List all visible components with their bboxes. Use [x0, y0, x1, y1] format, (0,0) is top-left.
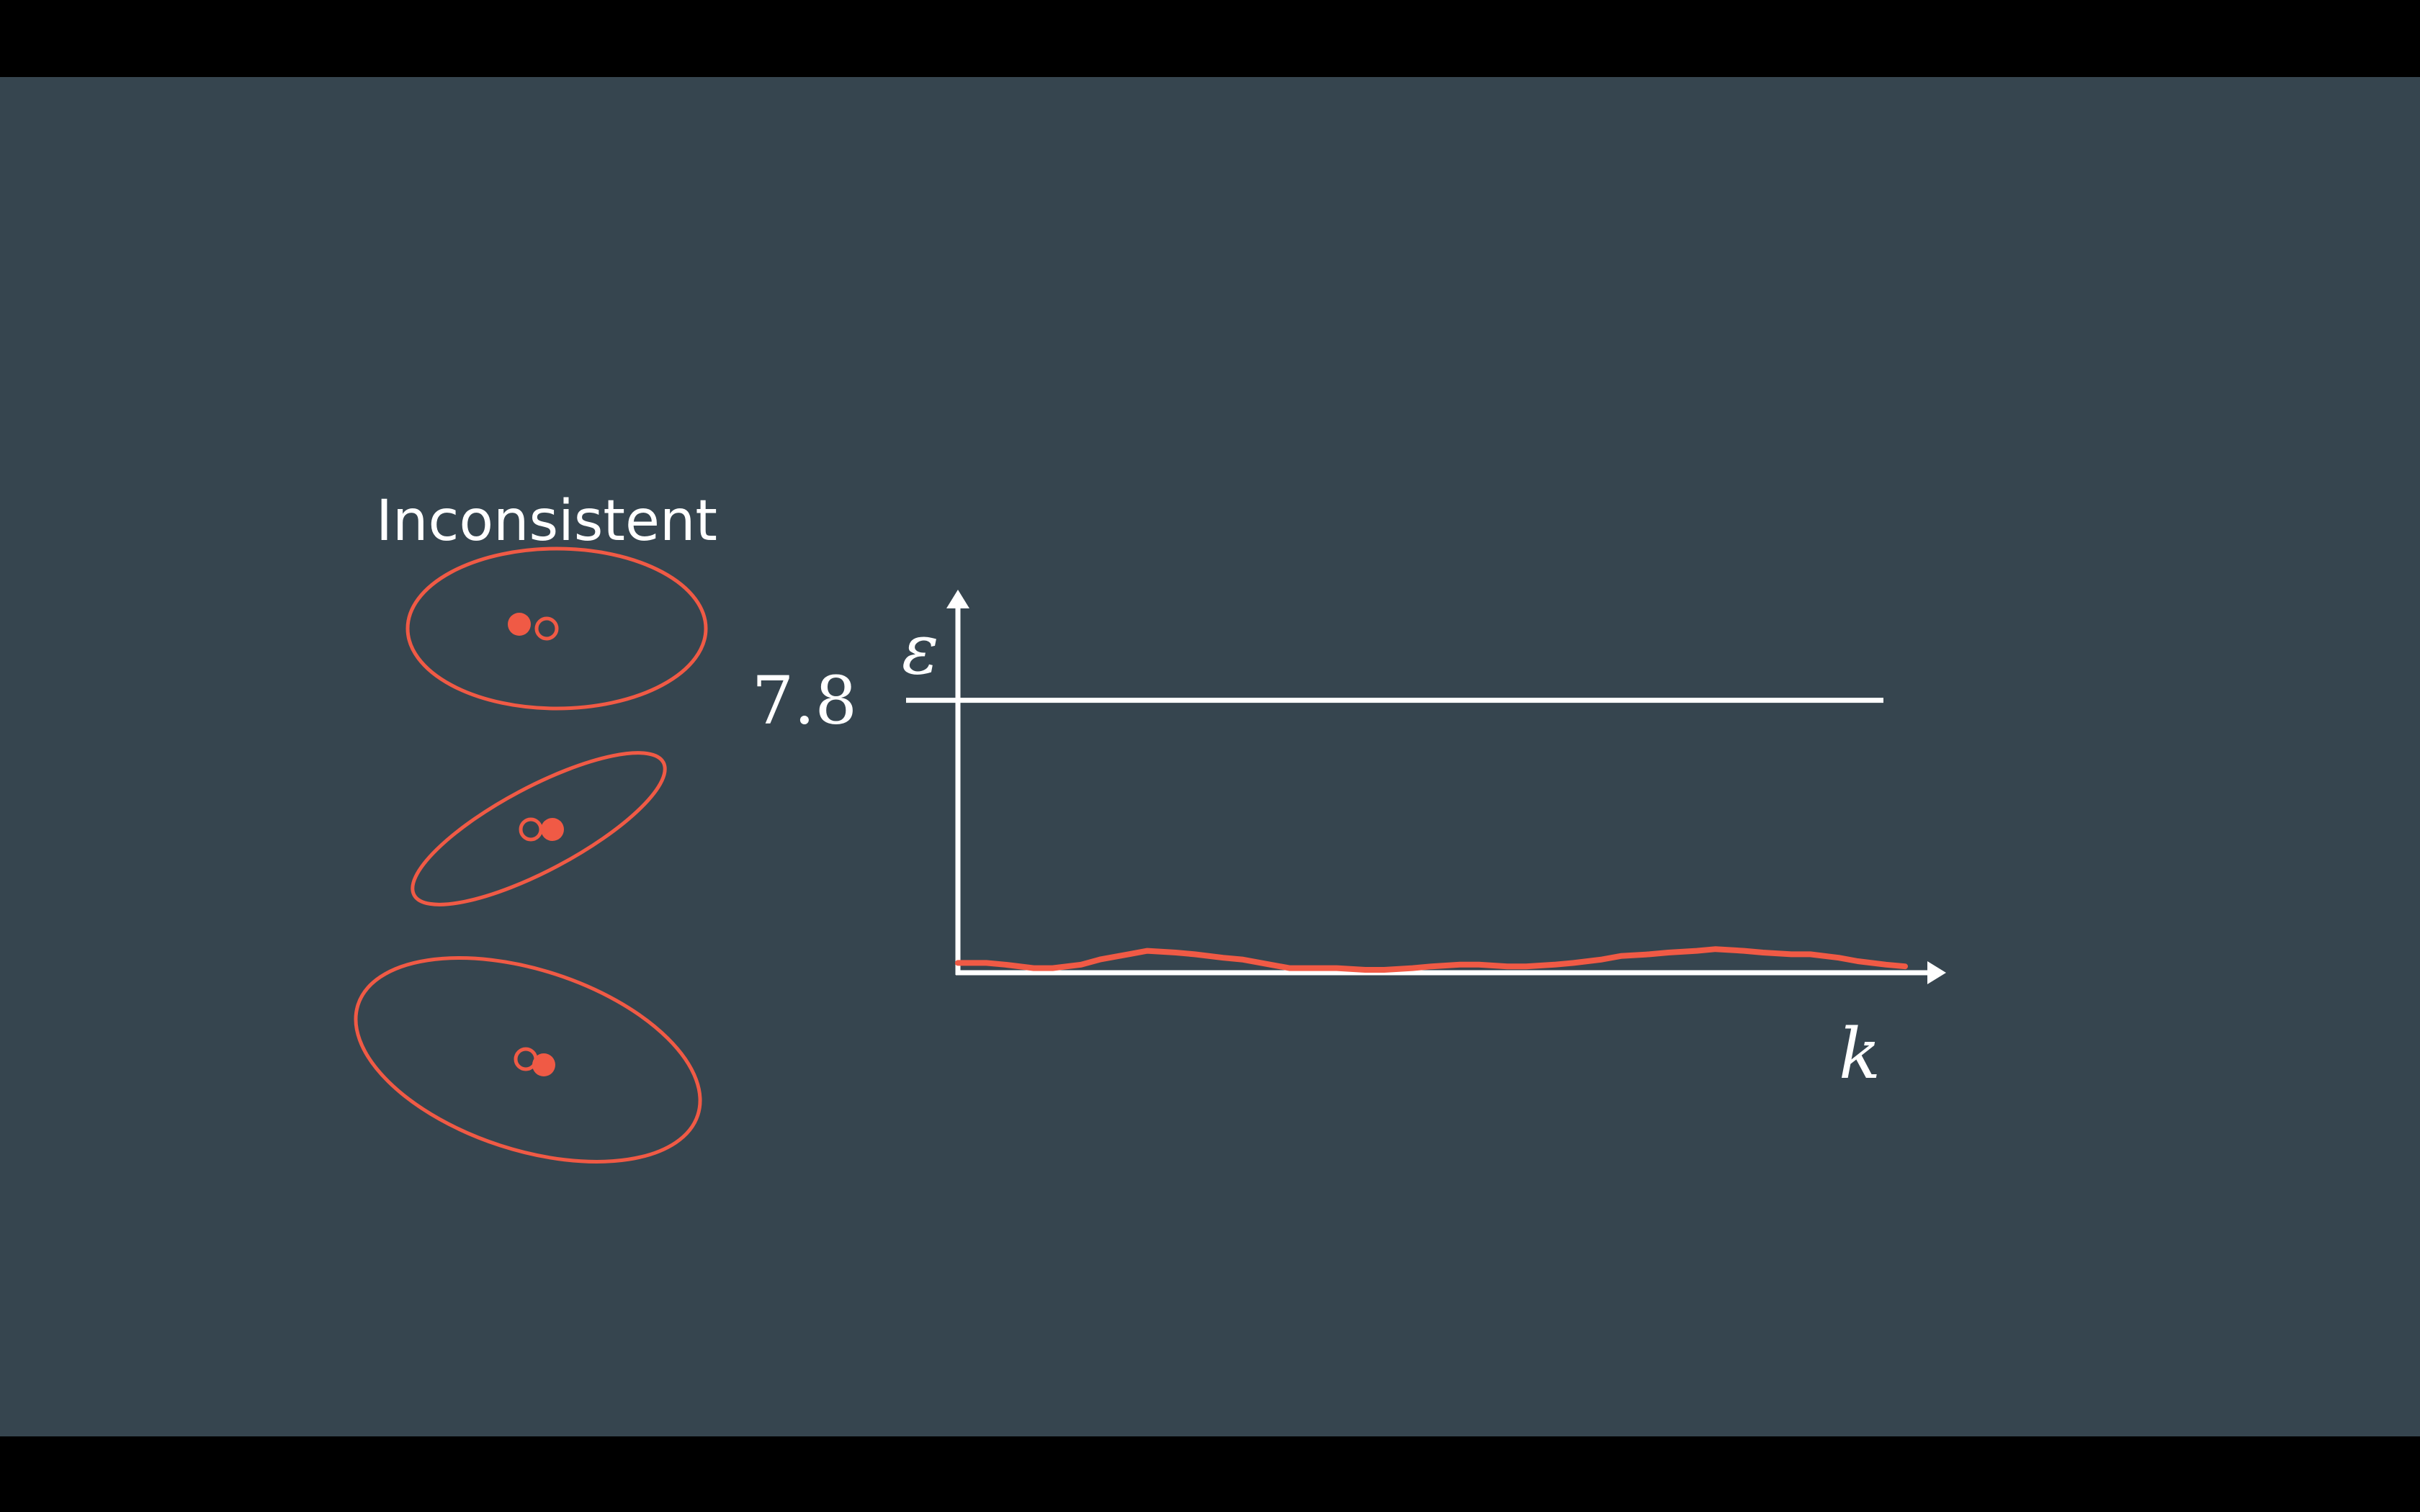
series-layer	[955, 946, 1908, 973]
diagram-canvas: 7.8 ε k	[354, 546, 1946, 1164]
ellipse-group-tilted-narrow	[411, 751, 667, 906]
y-axis-arrowhead	[946, 590, 969, 608]
estimate-dot-filled	[532, 1053, 555, 1076]
y-axis-label: ε	[902, 609, 939, 690]
letterbox-bottom	[0, 1436, 2420, 1512]
true-state-dot-hollow	[534, 616, 559, 641]
true-state-dot-hollow	[519, 817, 543, 842]
x-axis-arrowhead	[1927, 961, 1946, 984]
slide-heading: Inconsistent	[376, 489, 718, 554]
letterbox-top	[0, 0, 2420, 77]
slide: 7.8 ε k Inconsistent	[0, 77, 2420, 1436]
ellipse-group-tilted-wide	[354, 956, 702, 1164]
nees-series-line	[955, 946, 1908, 973]
estimate-dot-filled	[541, 818, 564, 841]
uncertainty-ellipse-tilted-narrow	[411, 751, 667, 906]
x-axis-label: k	[1839, 1014, 1881, 1094]
uncertainty-ellipse-horizontal	[405, 546, 708, 711]
uncertainty-ellipse-tilted-wide	[354, 956, 702, 1164]
estimate-dot-filled	[508, 613, 531, 636]
threshold-label: 7.8	[752, 662, 857, 739]
nees-chart: 7.8 ε k	[752, 590, 1946, 1094]
ellipse-group-horizontal	[405, 546, 708, 711]
